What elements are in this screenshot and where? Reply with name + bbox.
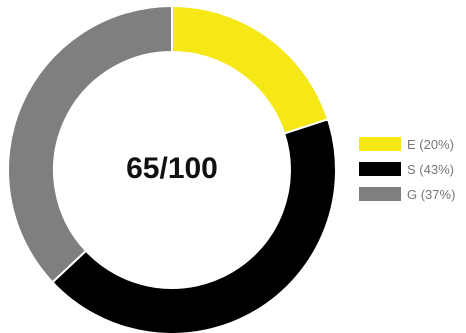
chart-legend: E (20%) S (43%) G (37%) (359, 135, 455, 203)
donut-slice-g (7, 4, 173, 284)
legend-item-g: G (37%) (359, 185, 455, 203)
legend-swatch-e (359, 137, 401, 151)
donut-slice-s (51, 118, 337, 333)
donut-chart: 65/100 (7, 4, 337, 333)
donut-slice-e (171, 4, 330, 135)
legend-swatch-g (359, 187, 401, 201)
legend-item-s: S (43%) (359, 160, 455, 178)
legend-label-s: S (43%) (407, 161, 454, 177)
legend-swatch-s (359, 162, 401, 176)
chart-center-score: 65/100 (126, 152, 218, 185)
legend-label-g: G (37%) (407, 186, 456, 202)
legend-label-e: E (20%) (407, 136, 454, 152)
donut-slices (7, 4, 337, 333)
legend-item-e: E (20%) (359, 135, 455, 153)
